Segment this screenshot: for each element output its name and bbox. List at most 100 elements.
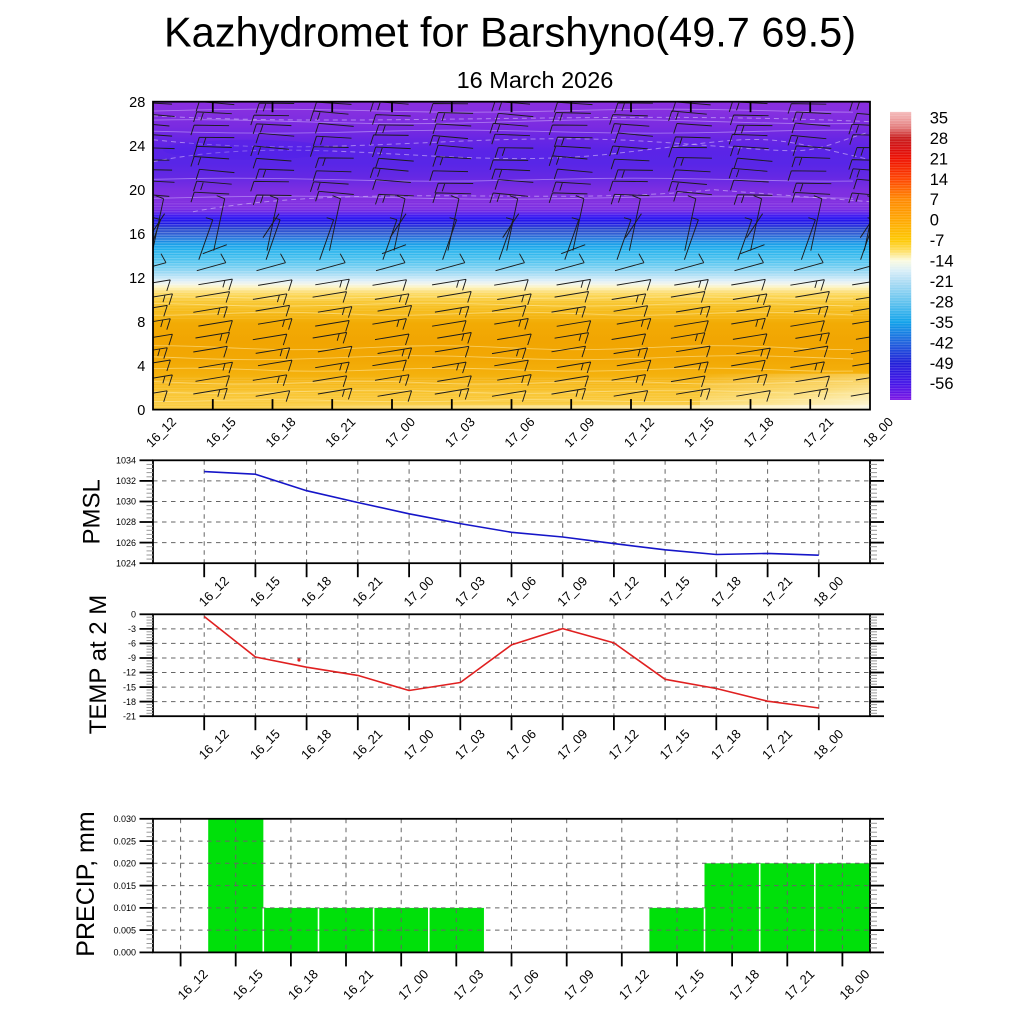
svg-text:0: 0 [131, 610, 136, 620]
svg-text:18_00: 18_00 [810, 573, 846, 609]
svg-text:17_03: 17_03 [450, 966, 486, 1002]
svg-text:PRECIP, mm: PRECIP, mm [72, 811, 100, 956]
svg-text:17_15: 17_15 [657, 726, 693, 762]
svg-text:16_18: 16_18 [298, 726, 334, 762]
svg-text:7: 7 [930, 191, 939, 209]
svg-text:17_00: 17_00 [401, 726, 437, 762]
svg-text:-49: -49 [930, 355, 954, 373]
svg-text:12: 12 [129, 271, 145, 287]
svg-text:-15: -15 [123, 682, 136, 692]
svg-text:18_00: 18_00 [810, 726, 846, 762]
svg-text:-9: -9 [128, 653, 136, 663]
svg-text:16_15: 16_15 [247, 726, 283, 762]
svg-text:1028: 1028 [116, 517, 136, 527]
svg-text:17_06: 17_06 [501, 414, 537, 450]
svg-text:17_12: 17_12 [605, 573, 641, 609]
svg-text:-14: -14 [930, 253, 954, 271]
svg-text:17_18: 17_18 [740, 414, 776, 450]
svg-text:TEMP at 2 M: TEMP at 2 M [85, 595, 112, 735]
svg-text:18_00: 18_00 [860, 414, 896, 450]
svg-text:0.030: 0.030 [113, 814, 136, 824]
svg-text:17_06: 17_06 [503, 726, 539, 762]
svg-text:-42: -42 [930, 334, 954, 352]
svg-text:17_21: 17_21 [759, 726, 795, 762]
svg-text:21: 21 [930, 150, 948, 168]
svg-text:17_09: 17_09 [561, 414, 597, 450]
svg-text:17_00: 17_00 [401, 573, 437, 609]
svg-text:17_21: 17_21 [800, 414, 836, 450]
svg-text:16_18: 16_18 [262, 414, 298, 450]
svg-text:16 March 2026: 16 March 2026 [457, 67, 614, 93]
svg-text:1026: 1026 [116, 538, 136, 548]
svg-text:16_12: 16_12 [143, 414, 179, 450]
svg-text:0.015: 0.015 [113, 881, 136, 891]
svg-text:24: 24 [129, 139, 145, 155]
svg-text:28: 28 [129, 95, 145, 111]
svg-text:16_12: 16_12 [196, 573, 232, 609]
svg-text:17_06: 17_06 [503, 573, 539, 609]
svg-text:1032: 1032 [116, 476, 136, 486]
svg-text:35: 35 [930, 109, 948, 127]
svg-text:PMSL: PMSL [79, 479, 106, 544]
svg-text:0.005: 0.005 [113, 925, 136, 935]
svg-text:-12: -12 [123, 668, 136, 678]
svg-text:-28: -28 [930, 293, 954, 311]
svg-text:-56: -56 [930, 375, 954, 393]
svg-text:17_06: 17_06 [505, 966, 541, 1002]
svg-text:16_18: 16_18 [285, 966, 321, 1002]
svg-text:17_00: 17_00 [395, 966, 431, 1002]
svg-text:17_12: 17_12 [621, 414, 657, 450]
svg-text:17_15: 17_15 [681, 414, 717, 450]
svg-text:17_15: 17_15 [657, 573, 693, 609]
svg-text:16_15: 16_15 [230, 966, 266, 1002]
svg-text:17_18: 17_18 [708, 726, 744, 762]
svg-text:17_21: 17_21 [759, 573, 795, 609]
svg-text:20: 20 [129, 183, 145, 199]
svg-text:16_12: 16_12 [196, 726, 232, 762]
svg-text:-18: -18 [123, 697, 136, 707]
svg-text:-21: -21 [123, 711, 136, 721]
svg-text:0: 0 [930, 212, 939, 230]
svg-text:17_09: 17_09 [554, 726, 590, 762]
svg-text:0: 0 [137, 403, 145, 419]
svg-text:17_15: 17_15 [671, 966, 707, 1002]
svg-text:17_09: 17_09 [561, 966, 597, 1002]
svg-text:16_21: 16_21 [349, 573, 385, 609]
svg-text:16_21: 16_21 [349, 726, 385, 762]
svg-text:0.010: 0.010 [113, 903, 136, 913]
svg-text:16_15: 16_15 [203, 414, 239, 450]
svg-text:28: 28 [930, 130, 948, 148]
svg-text:17_03: 17_03 [442, 414, 478, 450]
svg-text:17_00: 17_00 [382, 414, 418, 450]
svg-text:17_03: 17_03 [452, 573, 488, 609]
svg-text:17_18: 17_18 [726, 966, 762, 1002]
svg-text:17_12: 17_12 [616, 966, 652, 1002]
svg-text:-35: -35 [930, 314, 954, 332]
svg-text:17_18: 17_18 [708, 573, 744, 609]
svg-text:16_15: 16_15 [247, 573, 283, 609]
svg-text:-7: -7 [930, 232, 945, 250]
svg-text:14: 14 [930, 171, 948, 189]
svg-text:16_21: 16_21 [322, 414, 358, 450]
svg-text:16_12: 16_12 [175, 966, 211, 1002]
svg-text:1024: 1024 [116, 558, 136, 568]
svg-text:-3: -3 [128, 624, 136, 634]
svg-text:4: 4 [137, 359, 145, 375]
svg-text:0.025: 0.025 [113, 836, 136, 846]
svg-text:Kazhydromet for Barshyno(49.7: Kazhydromet for Barshyno(49.7 69.5) [164, 9, 856, 56]
svg-text:0.000: 0.000 [113, 948, 136, 958]
svg-text:17_21: 17_21 [781, 966, 817, 1002]
svg-text:17_03: 17_03 [452, 726, 488, 762]
svg-text:1030: 1030 [116, 497, 136, 507]
svg-text:17_09: 17_09 [554, 573, 590, 609]
svg-text:-6: -6 [128, 639, 136, 649]
svg-text:17_12: 17_12 [605, 726, 641, 762]
svg-text:16: 16 [129, 227, 145, 243]
svg-text:0.020: 0.020 [113, 859, 136, 869]
svg-text:8: 8 [137, 315, 145, 331]
svg-text:18_00: 18_00 [836, 966, 872, 1002]
svg-text:16_18: 16_18 [298, 573, 334, 609]
svg-text:-21: -21 [930, 273, 954, 291]
svg-text:16_21: 16_21 [340, 966, 376, 1002]
svg-text:1034: 1034 [116, 456, 136, 466]
